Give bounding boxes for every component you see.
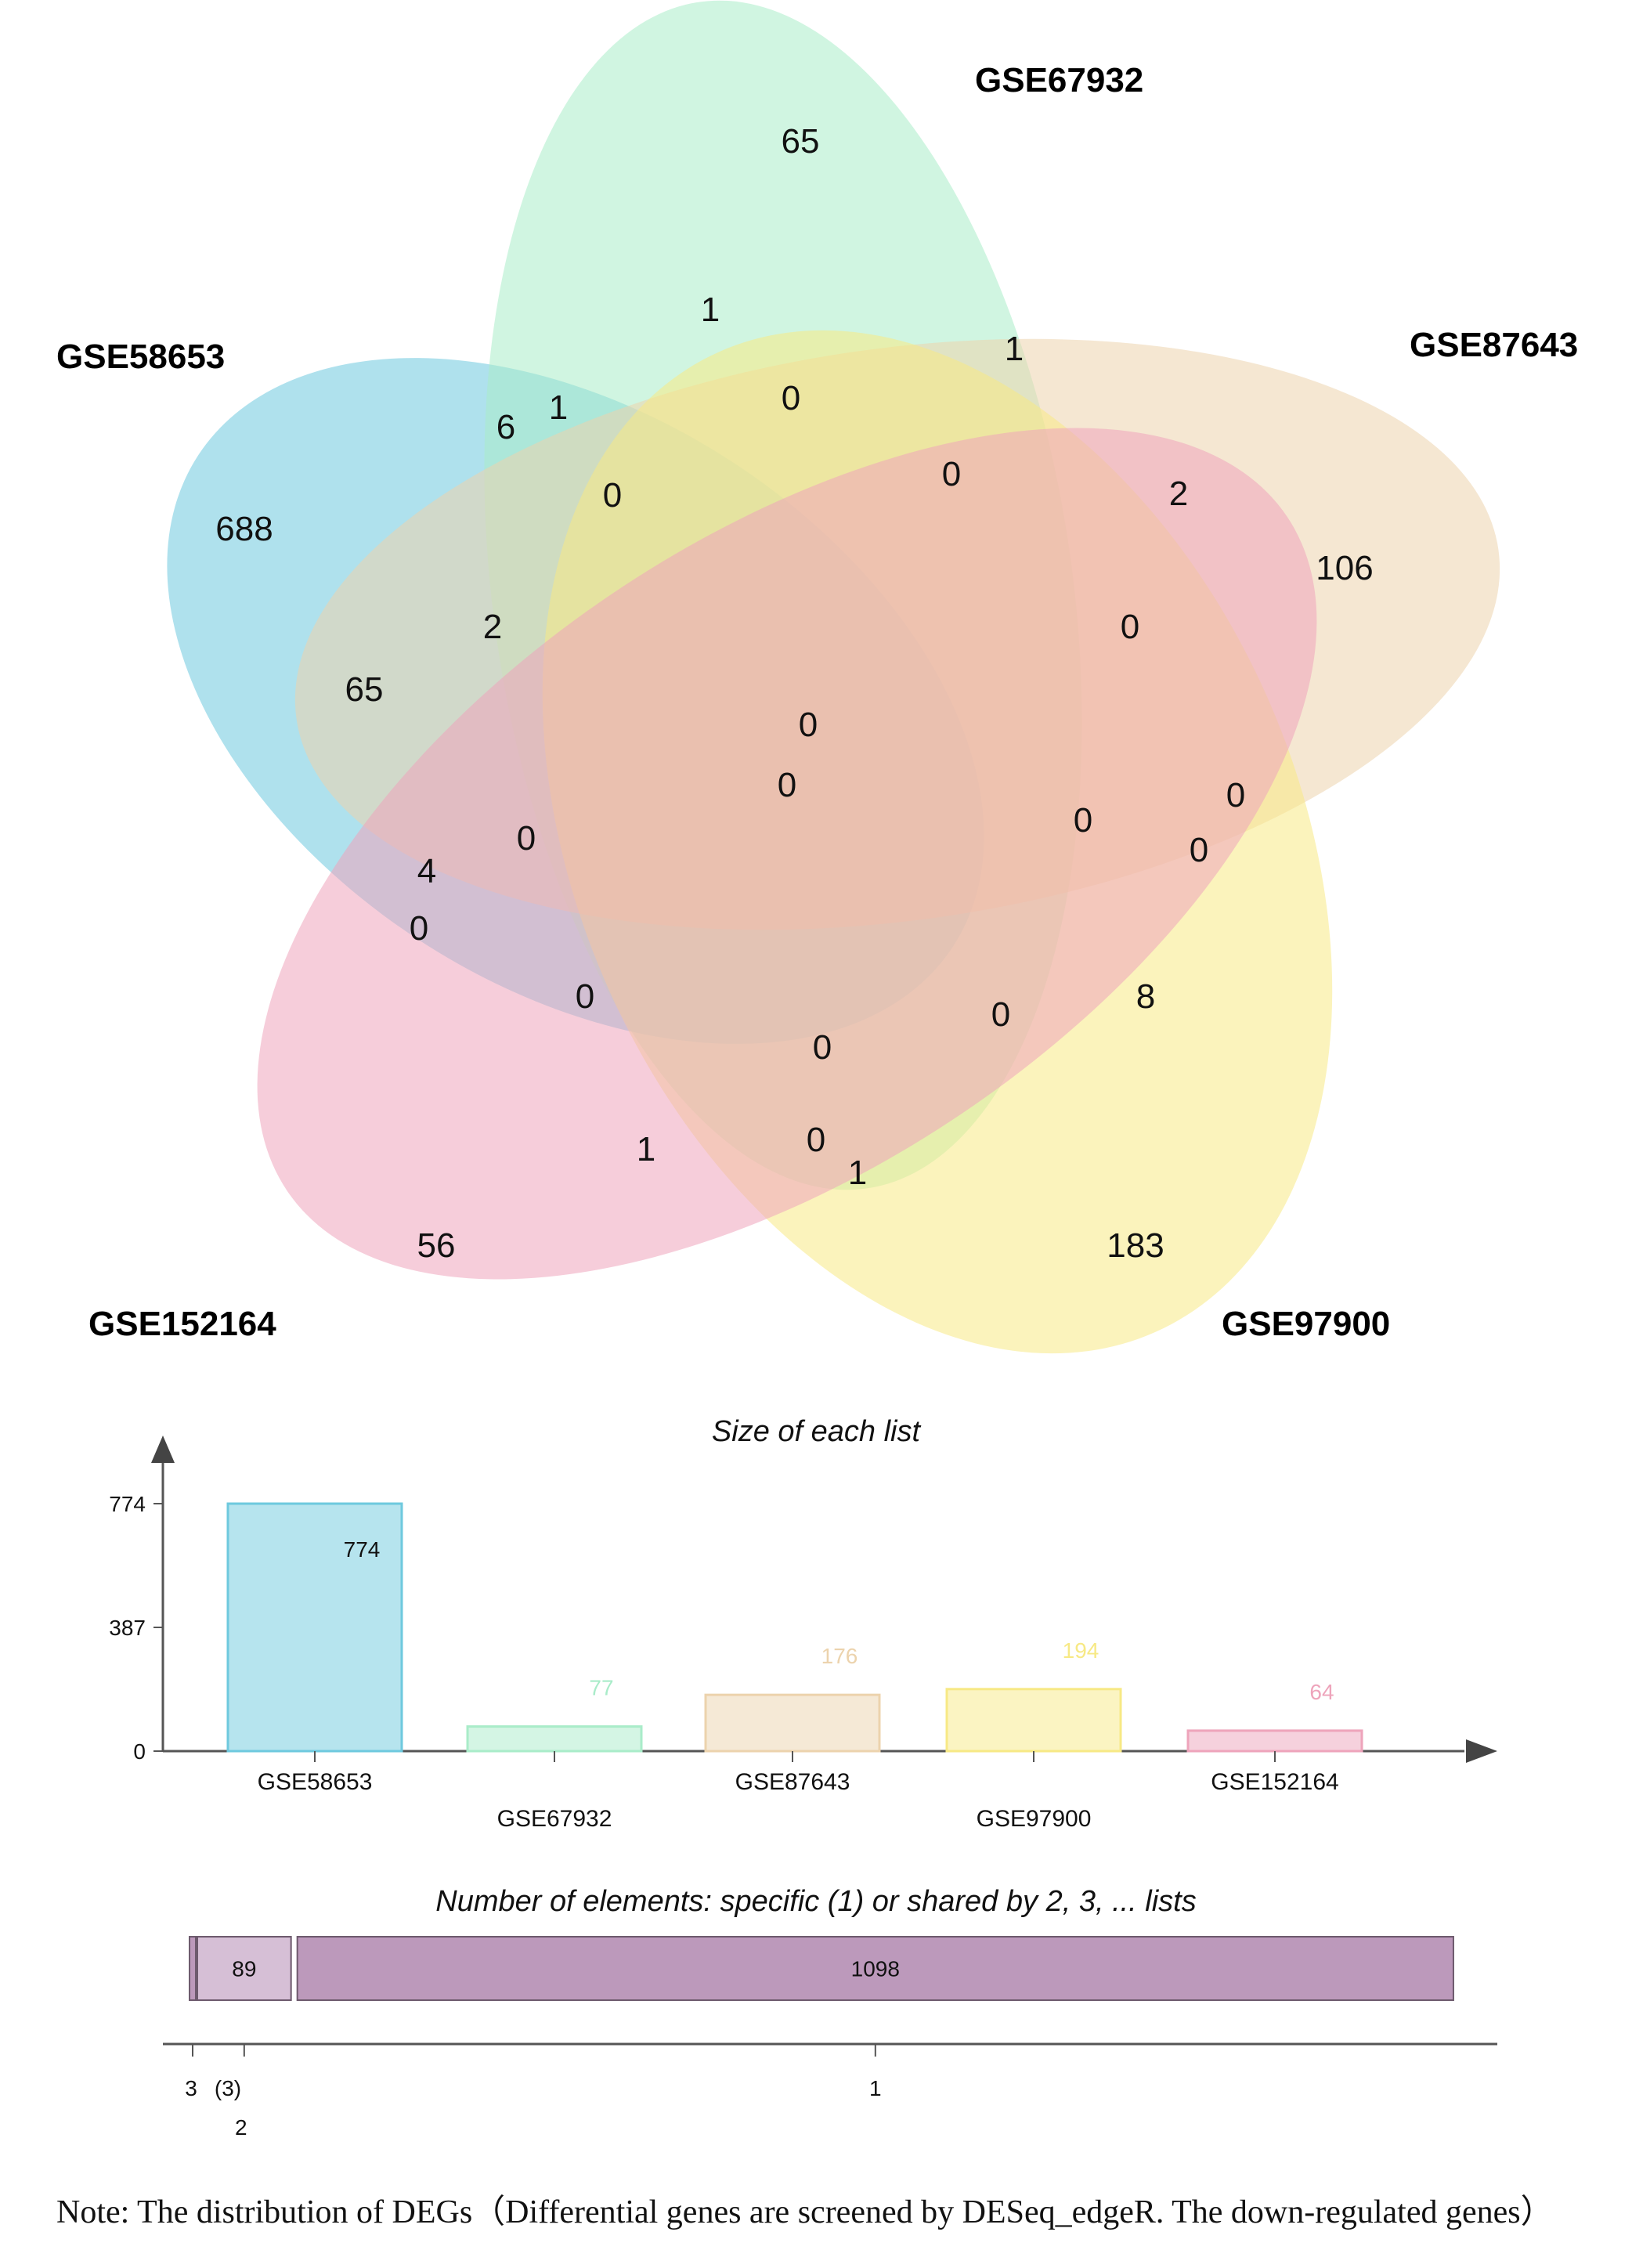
category-label-gse87643: GSE87643: [735, 1769, 850, 1795]
y-axis-arrow: [151, 1436, 175, 1463]
venn-count-30: 183: [1107, 1226, 1164, 1265]
shared-tick-label: 1: [869, 2076, 882, 2100]
shared-tick-label: (3): [215, 2076, 241, 2100]
venn-count-10: 2: [1169, 475, 1188, 513]
stacked-segments: 89 1098: [189, 1936, 1454, 2001]
venn-count-5: 6: [496, 408, 515, 446]
venn-count-16: 0: [1226, 776, 1245, 814]
venn-count-23: 0: [991, 995, 1010, 1034]
venn-count-8: 688: [215, 510, 273, 548]
venn-ellipses: [167, 0, 1500, 1354]
venn-count-29: 56: [417, 1226, 456, 1265]
venn-count-20: 4: [417, 852, 436, 890]
venn-ellipse-gse152164: [257, 428, 1317, 1280]
bar-value-gse152164: 64: [1309, 1680, 1334, 1704]
venn-label-gse87643: GSE87643: [1410, 326, 1578, 364]
shared-tick-label: 2: [235, 2115, 247, 2140]
y-tick-label: 387: [109, 1616, 146, 1640]
list-size-chart: Size of each list 0 387 774 774 GSE58653 77 G…: [109, 1415, 1497, 1832]
venn-count-27: 0: [807, 1121, 825, 1159]
venn-count-11: 106: [1316, 549, 1373, 587]
category-label-gse152164: GSE152164: [1211, 1769, 1338, 1795]
bar-gse97900: [945, 1688, 1122, 1753]
venn-count-3: 1: [1005, 330, 1024, 368]
venn-count-26: 1: [637, 1130, 655, 1168]
venn-count-24: 8: [1136, 977, 1155, 1016]
venn-label-gse152164: GSE152164: [88, 1305, 276, 1343]
shared-segment-3: [189, 1936, 197, 2001]
venn-count-9: 0: [942, 455, 961, 493]
y-tick-label: 0: [133, 1739, 146, 1764]
venn-count-28: 1: [848, 1154, 867, 1192]
bar-gse152164: [1186, 1729, 1363, 1753]
venn-count-12: 2: [483, 608, 502, 646]
venn-count-14: 65: [345, 670, 384, 709]
venn-count-25: 0: [813, 1028, 832, 1067]
bars: 774 GSE58653 77 GSE67932 176 GSE87643 194 GSE97…: [226, 1502, 1363, 1832]
venn-count-31: 0: [778, 766, 796, 804]
shared-elements-chart-title: Number of elements: specific (1) or shar…: [435, 1885, 1197, 1918]
bar-gse58653: [226, 1502, 403, 1753]
category-label-gse67932: GSE67932: [497, 1806, 612, 1832]
shared-ticks: 3 (3) 2 1: [185, 2044, 882, 2140]
venn-count-1: 65: [782, 122, 820, 161]
list-size-chart-title: Size of each list: [712, 1415, 922, 1448]
venn-count-7: 0: [603, 476, 622, 515]
y-ticks: 0 387 774: [109, 1492, 163, 1764]
shared-segment-value-2: 89: [232, 1957, 256, 1981]
bar-gse87643: [704, 1693, 881, 1753]
shared-segment-2: [197, 1936, 292, 2001]
shared-tick-label: 3: [185, 2076, 197, 2100]
venn-count-18: 0: [517, 819, 536, 858]
shared-segment-value-1: 1098: [851, 1957, 900, 1981]
venn-diagram: GSE58653 GSE67932 GSE87643 GSE97900 GSE15216…: [56, 0, 1578, 1354]
shared-segment-1: [296, 1936, 1454, 2001]
venn-count-4: 0: [782, 379, 800, 417]
category-label-gse97900: GSE97900: [977, 1806, 1092, 1832]
shared-elements-chart: Number of elements: specific (1) or shar…: [163, 1885, 1497, 2140]
x-axis-arrow: [1466, 1739, 1497, 1763]
venn-label-gse58653: GSE58653: [56, 338, 225, 376]
venn-count-21: 0: [410, 909, 428, 948]
bar-value-gse67932: 77: [589, 1676, 613, 1700]
bar-value-gse97900: 194: [1063, 1638, 1099, 1663]
venn-count-2: 1: [701, 291, 720, 329]
bar-value-gse58653: 774: [344, 1537, 381, 1562]
venn-count-6: 1: [549, 388, 568, 427]
figure-note: Note: The distribution of DEGs（Different…: [56, 2194, 1554, 2230]
venn-count-13: 0: [1121, 608, 1139, 646]
venn-label-gse97900: GSE97900: [1222, 1305, 1390, 1343]
bar-value-gse87643: 176: [821, 1644, 858, 1668]
venn-count-17: 0: [1190, 831, 1208, 869]
venn-label-gse67932: GSE67932: [975, 61, 1143, 99]
venn-set-labels: GSE58653 GSE67932 GSE87643 GSE97900 GSE15216…: [56, 61, 1578, 1343]
venn-count-19: 0: [1074, 801, 1092, 840]
bar-gse67932: [466, 1725, 643, 1753]
venn-count-22: 0: [576, 977, 594, 1016]
y-tick-label: 774: [109, 1492, 146, 1516]
venn-count-15: 0: [799, 706, 818, 744]
category-label-gse58653: GSE58653: [258, 1769, 373, 1795]
